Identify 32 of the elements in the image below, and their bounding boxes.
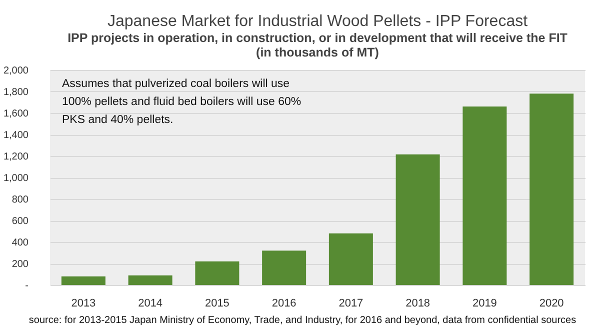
y-tick-label: 2,000 xyxy=(3,66,29,76)
bar xyxy=(396,154,440,285)
x-tick-label: 2013 xyxy=(71,298,96,310)
y-tick-label: 1,200 xyxy=(3,152,29,162)
y-tick-label: 1,800 xyxy=(3,87,29,98)
x-tick-label: 2016 xyxy=(272,298,296,310)
annotation: Assumes that pulverized coal boilers will use 100% pellets and fluid bed boilers will use 60% PKS and 40% pellets. xyxy=(62,78,302,126)
bar xyxy=(195,261,240,285)
bar xyxy=(462,106,507,285)
y-tick-label: 1,000 xyxy=(3,173,29,184)
bar xyxy=(262,250,306,285)
chart-subtitle: IPP projects in operation, in construction, or in development that will receive the FIT xyxy=(68,31,568,45)
x-tick-label: 2019 xyxy=(472,298,497,310)
bar xyxy=(128,275,172,285)
y-tick-label: 1,400 xyxy=(3,130,29,141)
bar xyxy=(61,276,106,285)
y-tick-label: 200 xyxy=(12,259,29,270)
x-tick-label: 2020 xyxy=(539,298,564,310)
x-tick-label: 2014 xyxy=(138,298,163,310)
source-note: source: for 2013-2015 Japan Ministry of Economy, Trade, and Industry, for 2016 and beyond, data from confidential sources xyxy=(28,315,576,325)
y-axis-title: (in thousands of MT) xyxy=(256,46,379,60)
y-tick-label: 600 xyxy=(12,216,29,227)
x-tick-label: 2015 xyxy=(204,298,230,310)
y-tick-label: 400 xyxy=(12,238,29,248)
y-tick-label: - xyxy=(25,280,28,292)
bar xyxy=(530,94,574,285)
chart-title: Japanese Market for Industrial Wood Pellets - IPP Forecast xyxy=(107,13,528,30)
x-tick-label: 2017 xyxy=(338,298,364,310)
y-tick-label: 1,600 xyxy=(3,108,29,120)
x-tick-label: 2018 xyxy=(406,298,430,310)
y-tick-label: 800 xyxy=(12,194,29,206)
bar xyxy=(328,233,373,285)
